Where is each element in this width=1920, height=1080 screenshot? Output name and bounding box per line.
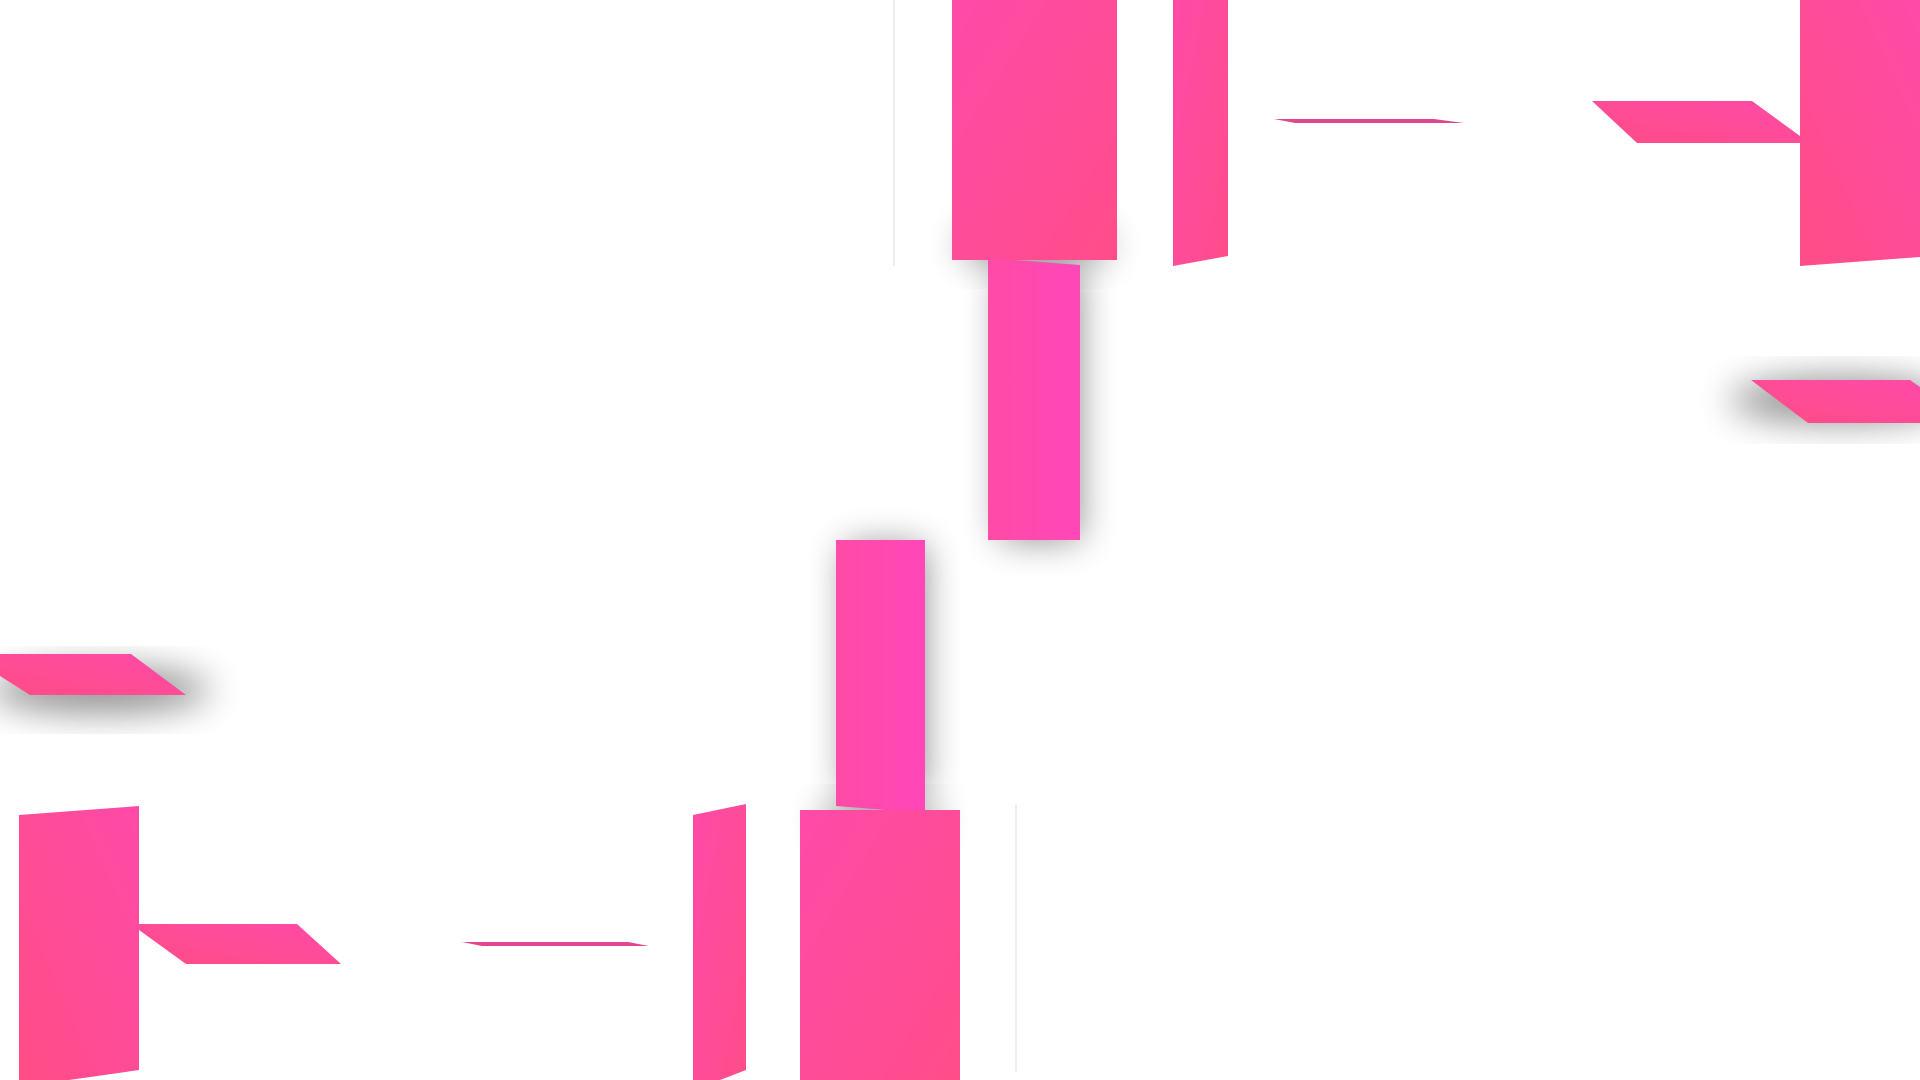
ribbon-lower-column (836, 540, 925, 813)
shadow-layer (0, 223, 1920, 838)
ribbon-top-center-panel (952, 0, 1117, 260)
ribbon-center-column (988, 258, 1080, 540)
ribbon-bottom-thin-sliver (462, 942, 649, 946)
ribbon-bottom-left-strip (139, 924, 341, 964)
ribbon-bottom-center-panel (800, 810, 960, 1080)
ribbon-bottom-left-panel (19, 806, 139, 1080)
ribbon-top-right-panel (1800, 0, 1920, 266)
ribbon-right-mid-strip (1751, 380, 1920, 423)
ribbon-bottom-narrow-panel (693, 804, 746, 1080)
ribbon-left-mid-strip (0, 654, 186, 695)
ribbon-top-narrow-panel (1173, 0, 1228, 266)
ribbon-top-thin-sliver (1274, 119, 1464, 123)
ribbon-top-right-strip (1592, 101, 1800, 143)
